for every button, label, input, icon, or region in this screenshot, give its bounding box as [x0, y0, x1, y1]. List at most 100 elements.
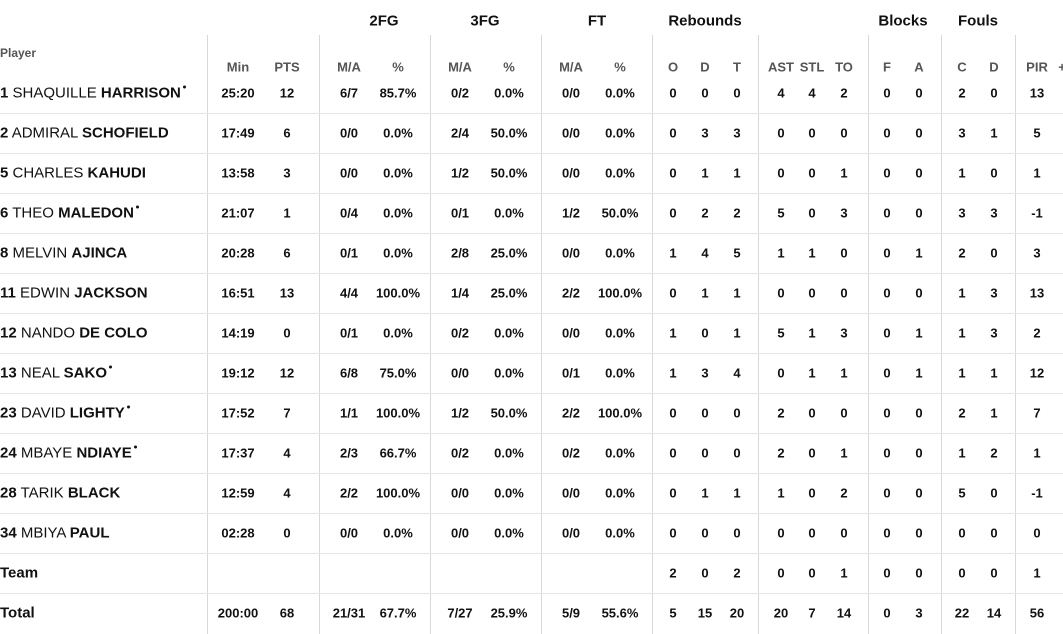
player-name: 13 NEAL SAKO: [0, 365, 113, 382]
stat-cell: 13: [1029, 85, 1045, 101]
stat-cell: 0: [840, 245, 848, 261]
stat-cell: 14: [836, 605, 852, 621]
player-header: Player: [0, 46, 37, 60]
name-part: SCHOFIELD: [81, 124, 169, 142]
stat-cell: 4: [808, 85, 816, 101]
stat-cell: 2: [777, 405, 785, 421]
stat-cell: 4: [733, 365, 741, 381]
stat-cell: 13: [1029, 285, 1045, 301]
stat-cell: 1/2: [450, 165, 470, 181]
stat-cell: 0: [883, 325, 891, 341]
name-part: 2: [0, 124, 9, 142]
stat-cell: 0/0: [561, 245, 581, 261]
column-header: D: [700, 59, 710, 75]
stat-cell: 3: [840, 325, 848, 341]
stat-cell: 0: [701, 85, 709, 101]
starter-dot: [135, 205, 139, 209]
stat-cell: 4/4: [339, 285, 359, 301]
stat-cell: 2: [777, 445, 785, 461]
stat-cell: 0/0: [561, 485, 581, 501]
stat-cell: 0/2: [450, 85, 470, 101]
player-name: 5 CHARLES KAHUDI: [0, 165, 146, 182]
player-name: 24 MBAYE NDIAYE: [0, 445, 137, 462]
row-divider: [0, 353, 1063, 354]
stat-cell: 21:07: [221, 205, 255, 221]
column-header: D: [989, 59, 999, 75]
stat-cell: 5: [958, 485, 966, 501]
stat-cell: 0: [883, 205, 891, 221]
stat-cell: 0: [915, 445, 923, 461]
stat-cell: 4: [283, 445, 291, 461]
stat-cell: 56: [1029, 605, 1045, 621]
name-part: BLACK: [67, 484, 121, 502]
stat-cell: 0: [915, 85, 923, 101]
stat-cell: 6/7: [339, 85, 359, 101]
group-header: Blocks: [878, 12, 928, 30]
stat-cell: 2/2: [561, 285, 581, 301]
stat-cell: 3: [840, 205, 848, 221]
stat-cell: 50.0%: [490, 405, 528, 421]
group-header: 2FG: [369, 12, 399, 30]
stat-cell: 1: [958, 285, 966, 301]
stat-cell: 100.0%: [375, 405, 421, 421]
stat-cell: 200:00: [217, 605, 259, 621]
stat-cell: 1: [1033, 565, 1041, 581]
column-header: M/A: [337, 59, 361, 75]
stat-cell: 0.0%: [605, 245, 635, 261]
stat-cell: 0: [808, 565, 816, 581]
stat-cell: 0: [808, 205, 816, 221]
stat-cell: 0.0%: [605, 85, 635, 101]
stat-cell: 13:58: [221, 165, 255, 181]
stat-cell: 3: [990, 285, 998, 301]
name-part: CHARLES: [12, 164, 84, 182]
stat-cell: 1: [808, 365, 816, 381]
row-divider: [0, 233, 1063, 234]
name-part: MBAYE: [20, 444, 73, 462]
stat-cell: 1: [958, 365, 966, 381]
stat-cell: 0: [915, 205, 923, 221]
stat-cell: 55.6%: [601, 605, 639, 621]
name-part: LIGHTY: [69, 404, 125, 422]
stat-cell: 0: [883, 365, 891, 381]
stat-cell: 1: [701, 165, 709, 181]
stat-cell: 20: [773, 605, 789, 621]
stat-cell: 0/0: [339, 525, 359, 541]
stat-cell: 0/1: [450, 205, 470, 221]
stat-cell: 1: [840, 165, 848, 181]
row-divider: [0, 313, 1063, 314]
stat-cell: 0/4: [339, 205, 359, 221]
stat-cell: 0: [915, 525, 923, 541]
row-divider: [0, 113, 1063, 114]
name-part: 1: [0, 84, 9, 102]
stat-cell: 0.0%: [383, 165, 413, 181]
stat-cell: 4: [283, 485, 291, 501]
stat-cell: 0: [883, 245, 891, 261]
stat-cell: 0: [808, 285, 816, 301]
stat-cell: 0: [915, 125, 923, 141]
name-part: SHAQUILLE: [12, 84, 97, 102]
name-part: TARIK: [20, 484, 64, 502]
stat-cell: 0: [701, 445, 709, 461]
stat-cell: 0.0%: [494, 485, 524, 501]
stat-cell: 5: [777, 205, 785, 221]
stat-cell: 0.0%: [605, 325, 635, 341]
row-divider: [0, 593, 1063, 594]
stat-cell: 2: [990, 445, 998, 461]
column-header: Min: [226, 59, 250, 75]
stat-cell: 0.0%: [494, 325, 524, 341]
stat-cell: 0/0: [561, 165, 581, 181]
stat-cell: 3: [283, 165, 291, 181]
stat-cell: 6: [283, 245, 291, 261]
name-part: EDWIN: [20, 284, 71, 302]
name-part: 23: [0, 404, 17, 422]
stat-cell: 0: [733, 445, 741, 461]
stat-cell: 0: [840, 125, 848, 141]
group-header: Fouls: [958, 12, 998, 30]
stat-cell: 15: [697, 605, 713, 621]
name-part: MELVIN: [12, 244, 68, 262]
player-name: 2 ADMIRAL SCHOFIELD: [0, 125, 169, 142]
stat-cell: 2/4: [450, 125, 470, 141]
column-header: TO: [835, 59, 853, 75]
stat-cell: 6/8: [339, 365, 359, 381]
stat-cell: 5: [777, 325, 785, 341]
